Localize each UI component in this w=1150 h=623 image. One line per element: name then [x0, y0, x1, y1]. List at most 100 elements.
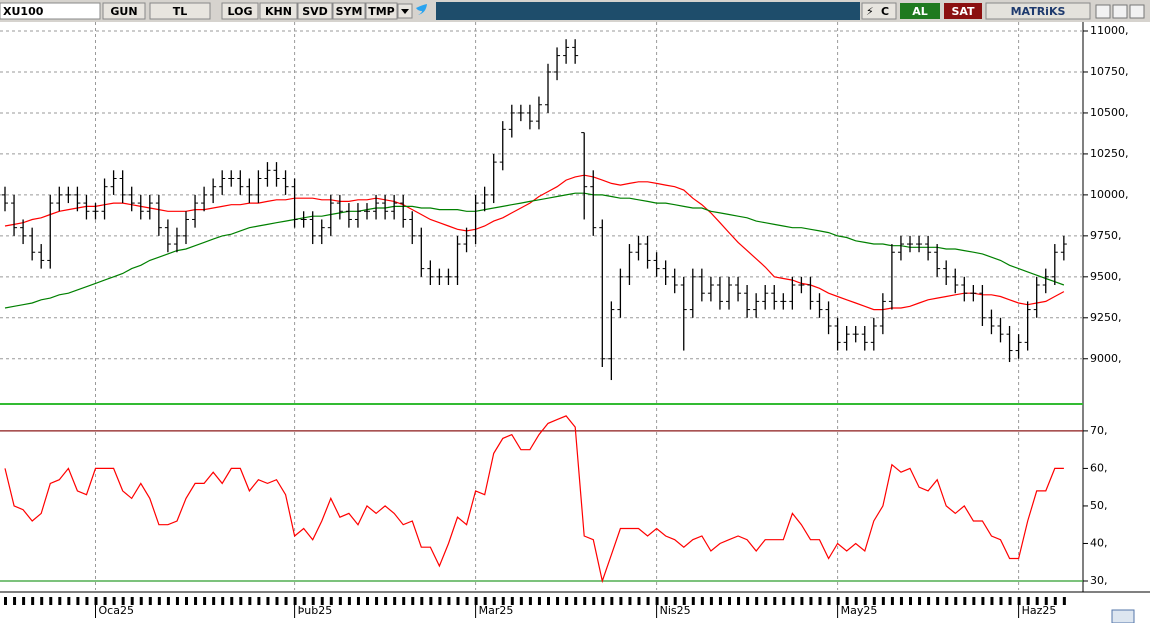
x-tick [945, 597, 949, 605]
x-tick [583, 597, 587, 605]
rsi-line [4, 415, 1064, 584]
x-tick [130, 597, 134, 605]
x-tick [22, 597, 26, 605]
x-tick [31, 597, 35, 605]
x-tick [881, 597, 885, 605]
toolbar-button[interactable] [221, 2, 259, 20]
x-tick [429, 597, 433, 605]
window-button[interactable] [1112, 4, 1128, 19]
dropdown-arrow [401, 9, 409, 14]
y-tick-label: 9250, [1090, 311, 1122, 324]
moving-average-line [4, 174, 1065, 311]
x-tick [619, 597, 623, 605]
y-tick-label: 11000, [1090, 24, 1129, 37]
x-tick [384, 597, 388, 605]
x-tick-label: Mar25 [479, 604, 514, 617]
x-tick [510, 597, 514, 605]
toolbar-button[interactable] [259, 2, 298, 20]
x-tick [4, 597, 7, 605]
x-tick [809, 597, 813, 605]
x-tick [393, 597, 397, 605]
icon-c: C [881, 5, 889, 18]
x-tick-label: Nis25 [660, 604, 691, 617]
x-tick [329, 597, 333, 605]
y-tick-label: 10750, [1090, 65, 1129, 78]
x-tick [139, 597, 143, 605]
corner-icon[interactable] [1111, 609, 1135, 623]
y-tick-label: 60, [1090, 461, 1108, 474]
x-tick [519, 597, 523, 605]
x-tick [239, 597, 243, 605]
window-button[interactable] [1129, 4, 1145, 19]
x-tick [103, 597, 107, 605]
toolbar-button[interactable] [149, 2, 211, 20]
x-tick [610, 597, 614, 605]
x-tick [673, 597, 677, 605]
x-tick [248, 597, 252, 605]
y-tick-label: 9500, [1090, 270, 1122, 283]
x-tick [890, 597, 894, 605]
x-tick [682, 597, 686, 605]
x-tick [1053, 597, 1057, 605]
x-tick [121, 597, 125, 605]
x-tick [438, 597, 442, 605]
toolbar-button[interactable] [365, 2, 398, 20]
x-tick-label: Haz25 [1022, 604, 1057, 617]
x-tick [999, 597, 1003, 605]
x-tick [284, 597, 288, 605]
x-tick [972, 597, 976, 605]
x-tick [791, 597, 795, 605]
x-tick [1062, 597, 1066, 605]
x-tick [981, 597, 985, 605]
toolbar-button-label: LOG [228, 5, 253, 18]
buy-label: AL [912, 5, 928, 18]
x-tick [157, 597, 161, 605]
toolbar-button-label: GUN [110, 5, 137, 18]
window-button[interactable] [1095, 4, 1111, 19]
sell-button[interactable] [944, 3, 982, 19]
toolbar-strip [436, 2, 860, 20]
x-tick [918, 597, 922, 605]
toolbar-button[interactable] [102, 2, 146, 20]
symbol-box[interactable] [0, 2, 101, 20]
x-tick [592, 597, 596, 605]
x-tick [338, 597, 342, 605]
x-tick [266, 597, 270, 605]
x-tick [773, 597, 777, 605]
x-tick [755, 597, 759, 605]
y-tick-label: 70, [1090, 424, 1108, 437]
twitter-icon[interactable] [416, 4, 427, 15]
x-tick [1035, 597, 1039, 605]
x-tick [356, 597, 360, 605]
icon-buttons[interactable] [861, 2, 897, 20]
x-tick [963, 597, 967, 605]
x-tick [175, 597, 179, 605]
x-tick [148, 597, 152, 605]
x-tick [411, 597, 415, 605]
x-tick [691, 597, 695, 605]
toolbar-button[interactable] [332, 2, 366, 20]
brand: MATRiKS [1011, 5, 1066, 18]
buy-button[interactable] [900, 3, 940, 19]
y-tick-label: 9000, [1090, 352, 1122, 365]
x-tick [1044, 597, 1048, 605]
toolbar-button[interactable] [297, 2, 333, 20]
y-tick-label: 30, [1090, 574, 1108, 587]
x-tick [13, 597, 17, 605]
x-tick [203, 597, 207, 605]
x-tick [764, 597, 768, 605]
x-tick [420, 597, 424, 605]
x-tick [49, 597, 53, 605]
x-tick [537, 597, 541, 605]
x-tick [1008, 597, 1012, 605]
x-tick [718, 597, 722, 605]
brand-box [985, 2, 1091, 20]
x-tick [40, 597, 44, 605]
x-tick [845, 597, 849, 605]
icon-flash: ⚡ [866, 5, 874, 18]
x-tick [112, 597, 116, 605]
x-tick [746, 597, 750, 605]
x-tick [194, 597, 198, 605]
